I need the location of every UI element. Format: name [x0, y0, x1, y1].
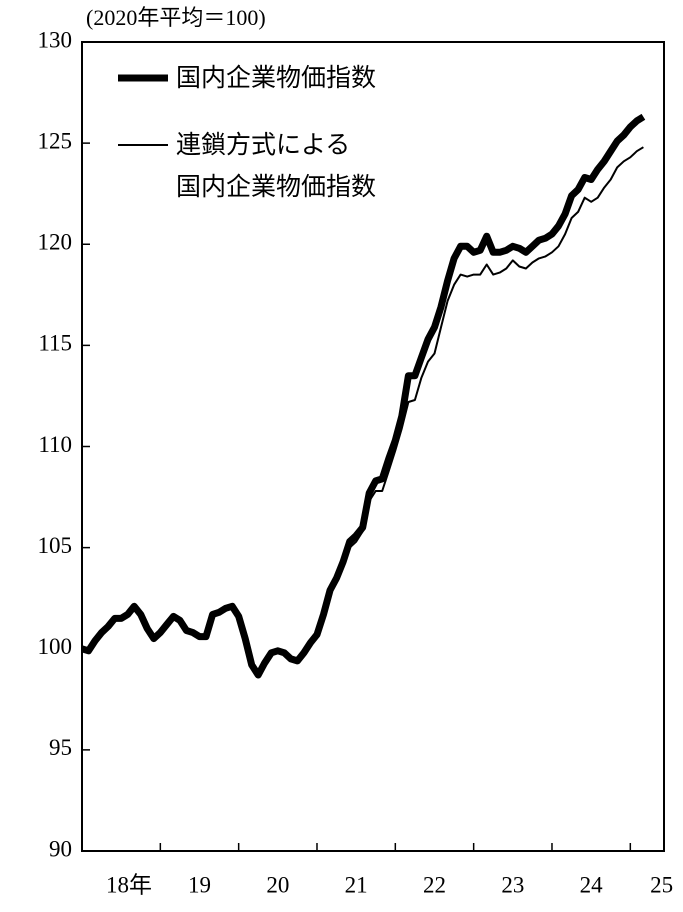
x-tick-label: 21	[345, 872, 368, 897]
y-tick-label: 105	[38, 533, 73, 558]
annotation: (2020年平均＝100)	[86, 5, 266, 30]
y-tick-label: 130	[38, 27, 73, 52]
y-tick-label: 95	[49, 735, 72, 760]
y-tick-label: 125	[38, 128, 73, 153]
x-tick-label: 23	[501, 872, 524, 897]
legend-label: 連鎖方式による 国内企業物価指数	[176, 130, 377, 201]
x-tick-label: 19	[188, 872, 211, 897]
x-tick-label: 22	[423, 872, 446, 897]
x-tick-label: 18年	[106, 872, 152, 897]
x-tick-label: 24	[580, 872, 604, 897]
legend-label: 国内企業物価指数	[176, 63, 377, 92]
y-tick-label: 115	[38, 331, 72, 356]
y-tick-label: 120	[38, 230, 73, 255]
series-line	[81, 146, 644, 676]
y-tick-label: 100	[38, 634, 73, 659]
y-tick-label: 110	[38, 432, 72, 457]
y-tick-label: 90	[49, 836, 72, 861]
x-tick-label: 25	[650, 872, 673, 897]
x-tick-label: 20	[266, 872, 289, 897]
